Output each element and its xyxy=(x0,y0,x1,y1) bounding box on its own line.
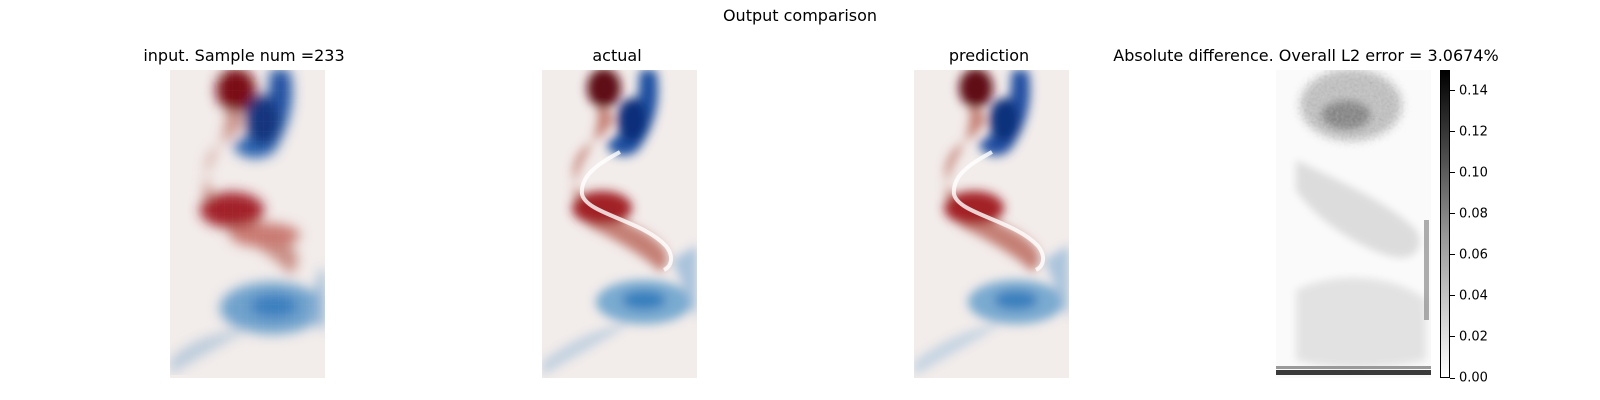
colorbar-tick-label: 0.04 xyxy=(1459,288,1488,304)
colorbar-tick-label: 0.06 xyxy=(1459,247,1488,263)
difference-panel-title: Absolute difference. Overall L2 error = … xyxy=(1113,46,1499,65)
colorbar-tick xyxy=(1450,131,1455,133)
input-heatmap xyxy=(170,70,325,378)
colorbar-tick-label: 0.10 xyxy=(1459,165,1488,181)
difference-heatmap xyxy=(1276,70,1431,378)
colorbar-tick-label: 0.12 xyxy=(1459,124,1488,140)
colorbar-tick-label: 0.08 xyxy=(1459,206,1488,222)
actual-panel-title: actual xyxy=(592,46,642,65)
colorbar-tick-label: 0.02 xyxy=(1459,329,1488,345)
colorbar-tick xyxy=(1450,213,1455,215)
colorbar-tick xyxy=(1450,377,1455,379)
colorbar-tick xyxy=(1450,336,1455,338)
prediction-heatmap xyxy=(914,70,1069,378)
figure-suptitle: Output comparison xyxy=(722,6,878,25)
colorbar-tick xyxy=(1450,295,1455,297)
colorbar-tick-label: 0.14 xyxy=(1459,83,1488,99)
colorbar-tick xyxy=(1450,254,1455,256)
colorbar-tick-label: 0.00 xyxy=(1459,370,1488,386)
actual-heatmap xyxy=(542,70,697,378)
input-panel-title: input. Sample num =233 xyxy=(143,46,345,65)
colorbar xyxy=(1440,70,1450,378)
colorbar-tick xyxy=(1450,172,1455,174)
prediction-panel-title: prediction xyxy=(948,46,1030,65)
colorbar-tick xyxy=(1450,90,1455,92)
